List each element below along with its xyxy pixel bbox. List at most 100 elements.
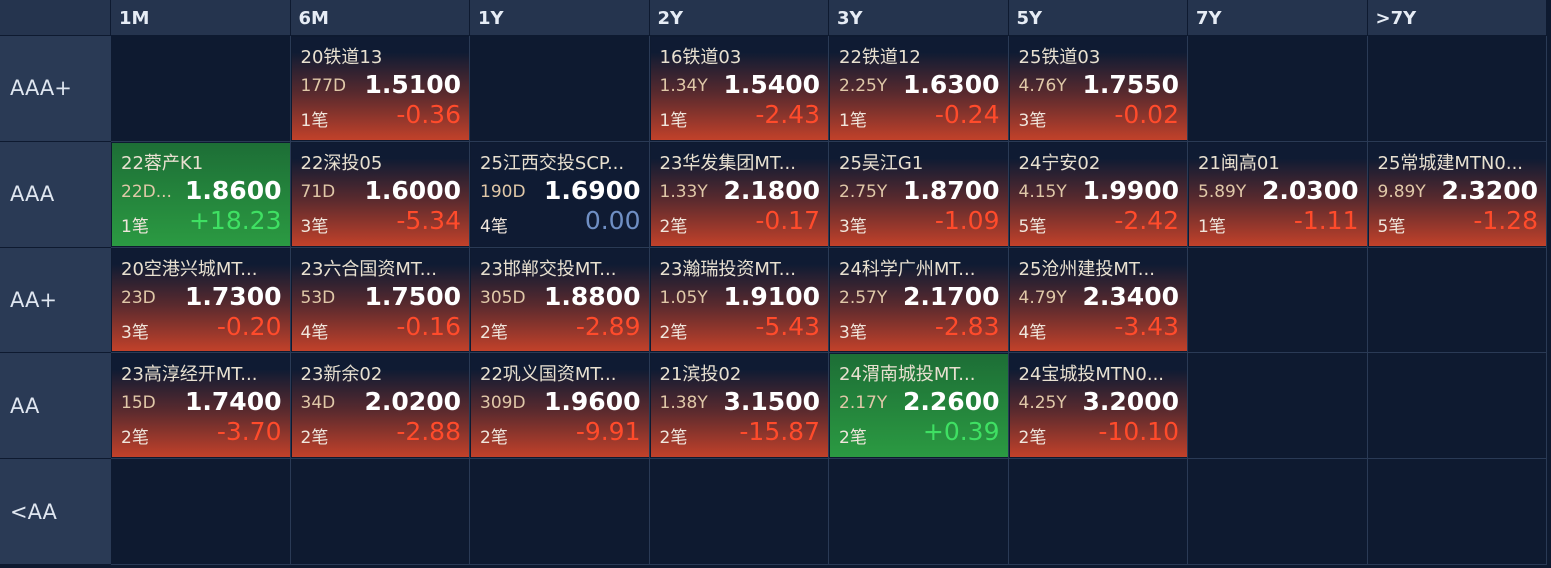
change: -3.43 (1114, 311, 1179, 341)
grid-cell (470, 353, 650, 460)
bond-name: 24宁安02 (1018, 152, 1101, 174)
grid-cell (829, 36, 1009, 142)
term: 53D (300, 287, 336, 308)
bond-name: 25吴江G1 (839, 152, 924, 174)
yield: 2.2600 (903, 387, 1000, 417)
quote-card[interactable]: 22深投05 71D 1.6000 3笔 -5.34 (291, 142, 469, 246)
quote-card[interactable]: 24渭南城投MT... 2.17Y 2.2600 2笔 +0.39 (830, 354, 1008, 458)
row-label: AAA+ (0, 36, 111, 142)
grid-cell (470, 459, 650, 565)
term: 2.17Y (839, 393, 888, 414)
quote-card[interactable]: 25铁道03 4.76Y 1.7550 3笔 -0.02 (1009, 37, 1187, 140)
yield: 1.5100 (364, 70, 461, 99)
trade-count: 3笔 (121, 322, 149, 343)
term: 1.33Y (659, 181, 708, 202)
bond-name: 25常城建MTN0... (1377, 152, 1524, 174)
change: -15.87 (739, 417, 820, 447)
quote-card[interactable]: 24科学广州MT... 2.57Y 2.1700 3笔 -2.83 (830, 248, 1008, 352)
quote-card[interactable]: 23华发集团MT... 1.33Y 2.1800 2笔 -0.17 (650, 142, 828, 246)
yield: 1.7550 (1082, 70, 1179, 99)
change: -0.17 (755, 205, 820, 235)
quote-card[interactable]: 25沧州建投MT... 4.79Y 2.3400 4笔 -3.43 (1009, 248, 1187, 352)
yield: 1.9100 (723, 281, 820, 311)
grid-cell (829, 247, 1009, 354)
yield: 1.9600 (544, 387, 641, 417)
yield: 1.5400 (723, 70, 820, 99)
term: 23D (121, 287, 156, 308)
quote-card[interactable]: 21闽高01 5.89Y 2.0300 1笔 -1.11 (1189, 142, 1367, 246)
yield: 1.7400 (185, 387, 282, 417)
change: -10.10 (1098, 417, 1179, 447)
yield: 1.9900 (1082, 175, 1179, 205)
trade-count: 2笔 (121, 428, 149, 449)
term: 309D (480, 393, 526, 414)
trade-count: 3笔 (1018, 111, 1047, 131)
quote-card[interactable]: 20铁道13 177D 1.5100 1笔 -0.36 (291, 37, 469, 140)
quote-card[interactable]: 23六合国资MT... 53D 1.7500 4笔 -0.16 (291, 248, 469, 352)
yield: 2.0300 (1262, 175, 1359, 205)
grid-cell (1008, 353, 1188, 460)
quote-card[interactable]: 24宁安02 4.15Y 1.9900 5笔 -2.42 (1009, 142, 1187, 246)
row-label: AA+ (0, 247, 111, 354)
trade-count: 1笔 (300, 111, 329, 131)
grid-cell (290, 353, 470, 460)
term: 4.25Y (1018, 393, 1067, 414)
trade-count: 1笔 (659, 111, 688, 131)
trade-count: 4笔 (480, 216, 508, 237)
change: -0.36 (396, 100, 461, 129)
corner (0, 0, 111, 35)
change: -0.02 (1114, 100, 1179, 129)
quote-card[interactable]: 16铁道03 1.34Y 1.5400 1笔 -2.43 (650, 37, 828, 140)
term: 1.05Y (659, 287, 708, 308)
grid-cell (290, 459, 470, 565)
grid-cell (111, 141, 291, 248)
grid-cell (649, 247, 829, 354)
change: -5.34 (396, 205, 461, 235)
change: 0.00 (584, 205, 641, 235)
change: -1.09 (934, 205, 1000, 235)
grid-cell (111, 459, 291, 565)
grid-cell (111, 353, 291, 460)
column-header: 1Y (470, 0, 650, 35)
quote-card[interactable]: 23高淳经开MT... 15D 1.7400 2笔 -3.70 (112, 354, 290, 458)
yield: 3.1500 (723, 387, 820, 417)
quote-card[interactable]: 22蓉产K1 22D... 1.8600 1笔 +18.23 (112, 142, 290, 246)
change: -3.70 (216, 417, 282, 447)
quote-card[interactable]: 23瀚瑞投资MT... 1.05Y 1.9100 2笔 -5.43 (650, 248, 828, 352)
quote-card[interactable]: 23新余02 34D 2.0200 2笔 -2.88 (291, 354, 469, 458)
bond-name: 25沧州建投MT... (1018, 258, 1155, 280)
quote-card[interactable]: 25常城建MTN0... 9.89Y 2.3200 5笔 -1.28 (1368, 142, 1546, 246)
trade-count: 2笔 (1018, 428, 1047, 449)
yield: 1.6000 (364, 175, 461, 205)
grid-cell (1367, 36, 1547, 142)
term: 9.89Y (1377, 181, 1426, 202)
quote-card[interactable]: 23邯郸交投MT... 305D 1.8800 2笔 -2.89 (471, 248, 649, 352)
grid-cell (111, 247, 291, 354)
yield: 1.6300 (903, 70, 1000, 99)
grid-cell (1367, 459, 1547, 565)
quote-card[interactable]: 24宝城投MTN0... 4.25Y 3.2000 2笔 -10.10 (1009, 354, 1187, 458)
grid-cell (649, 459, 829, 565)
term: 2.75Y (839, 181, 888, 202)
term: 71D (300, 181, 336, 202)
grid-cell (290, 141, 470, 248)
trade-count: 2笔 (659, 216, 688, 237)
grid-cell (1188, 141, 1368, 248)
quote-card[interactable]: 20空港兴城MT... 23D 1.7300 3笔 -0.20 (112, 248, 290, 352)
grid-cell (111, 36, 291, 142)
trade-count: 4笔 (300, 322, 329, 343)
quote-card[interactable]: 22铁道12 2.25Y 1.6300 1笔 -0.24 (830, 37, 1008, 140)
yield: 1.8800 (544, 281, 641, 311)
column-header: 6M (290, 0, 470, 35)
bond-name: 16铁道03 (659, 47, 742, 68)
grid-cell (1008, 141, 1188, 248)
quote-card[interactable]: 25吴江G1 2.75Y 1.8700 3笔 -1.09 (830, 142, 1008, 246)
bond-name: 20空港兴城MT... (121, 258, 258, 280)
trade-count: 2笔 (839, 428, 867, 449)
bond-name: 20铁道13 (300, 47, 383, 68)
change: -0.24 (934, 100, 1000, 129)
quote-card[interactable]: 22巩义国资MT... 309D 1.9600 2笔 -9.91 (471, 354, 649, 458)
quote-card[interactable]: 25江西交投SCP... 190D 1.6900 4笔 0.00 (471, 142, 649, 246)
quote-card[interactable]: 21滨投02 1.38Y 3.1500 2笔 -15.87 (650, 354, 828, 458)
